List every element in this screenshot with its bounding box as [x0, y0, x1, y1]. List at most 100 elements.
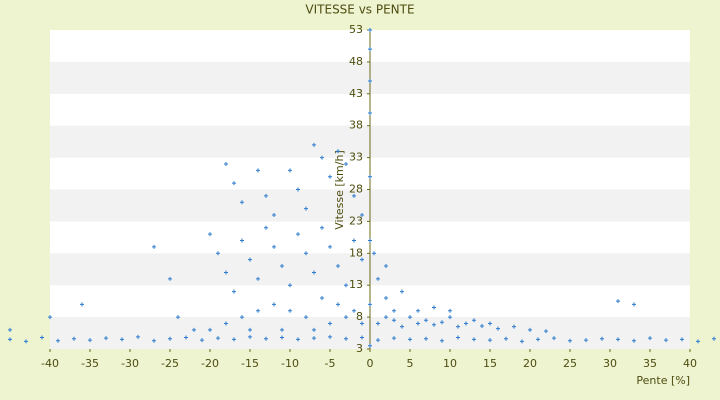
x-tick-label: 10 [443, 357, 457, 370]
point [88, 338, 92, 343]
point [344, 336, 348, 341]
point [392, 336, 396, 341]
x-tick-label: 25 [563, 357, 577, 370]
point [344, 283, 348, 288]
y-tick-label: 28 [349, 183, 363, 196]
point [384, 315, 388, 320]
point [184, 335, 188, 340]
y-tick-label: 48 [349, 55, 363, 68]
point [352, 193, 356, 198]
point [376, 338, 380, 343]
point [320, 155, 324, 160]
x-tick-label: -35 [81, 357, 99, 370]
y-tick-label: 3 [356, 342, 363, 355]
point [368, 28, 372, 32]
point [352, 308, 356, 313]
x-tick-label: -10 [281, 357, 299, 370]
point [528, 327, 532, 332]
point [200, 338, 204, 343]
point [400, 324, 404, 329]
point [8, 327, 12, 332]
point [512, 324, 516, 329]
point [232, 289, 236, 294]
point [152, 244, 156, 249]
y-tick-label: 8 [356, 310, 363, 323]
point [136, 334, 140, 339]
point [280, 335, 284, 340]
x-tick-label: 30 [603, 357, 617, 370]
point [336, 149, 340, 154]
point [584, 338, 588, 343]
point [352, 238, 356, 243]
point [368, 302, 372, 307]
x-tick-label: 5 [407, 357, 414, 370]
point [680, 337, 684, 342]
x-tick-label: 20 [523, 357, 537, 370]
point [312, 270, 316, 275]
point [368, 110, 372, 115]
point [168, 336, 172, 341]
point [288, 283, 292, 288]
point [320, 295, 324, 300]
x-tick-label: -30 [121, 357, 139, 370]
point [248, 327, 252, 332]
point [544, 329, 548, 334]
point [208, 327, 212, 332]
point [216, 251, 220, 256]
point [72, 336, 76, 341]
point [256, 168, 260, 173]
point [408, 337, 412, 342]
y-tick-label: 53 [349, 23, 363, 36]
point [304, 315, 308, 320]
point [320, 225, 324, 230]
x-tick-label: -5 [325, 357, 336, 370]
point [472, 318, 476, 323]
point [440, 320, 444, 325]
x-tick-label: -25 [161, 357, 179, 370]
point [504, 336, 508, 341]
point [440, 338, 444, 343]
point [232, 181, 236, 186]
point [280, 264, 284, 269]
point [120, 337, 124, 342]
point [360, 321, 364, 326]
point [272, 213, 276, 218]
point [416, 308, 420, 313]
point [372, 251, 376, 256]
point [264, 225, 268, 230]
point [232, 337, 236, 342]
point [520, 339, 524, 344]
x-tick-label: -40 [41, 357, 59, 370]
point [344, 315, 348, 320]
y-tick-label: 33 [349, 151, 363, 164]
point [272, 302, 276, 307]
point [432, 322, 436, 327]
point [336, 264, 340, 269]
point [368, 174, 372, 179]
point [360, 335, 364, 340]
point [256, 276, 260, 281]
point [80, 302, 84, 307]
plot-area [50, 30, 690, 349]
point [296, 232, 300, 237]
point [344, 161, 348, 166]
point [40, 335, 44, 340]
x-tick-label: 0 [367, 357, 374, 370]
point [384, 264, 388, 269]
chart-title: VITESSE vs PENTE [305, 3, 414, 17]
x-axis-label: Pente [%] [636, 374, 690, 387]
point [664, 338, 668, 343]
point [536, 337, 540, 342]
point [24, 339, 28, 344]
point [368, 238, 372, 243]
point [456, 335, 460, 340]
point [312, 327, 316, 332]
point [328, 321, 332, 326]
point [328, 174, 332, 179]
y-axis-label: Vitesse [km/h] [333, 150, 346, 230]
point [256, 308, 260, 313]
point [304, 206, 308, 211]
point [632, 302, 636, 307]
point [224, 321, 228, 326]
